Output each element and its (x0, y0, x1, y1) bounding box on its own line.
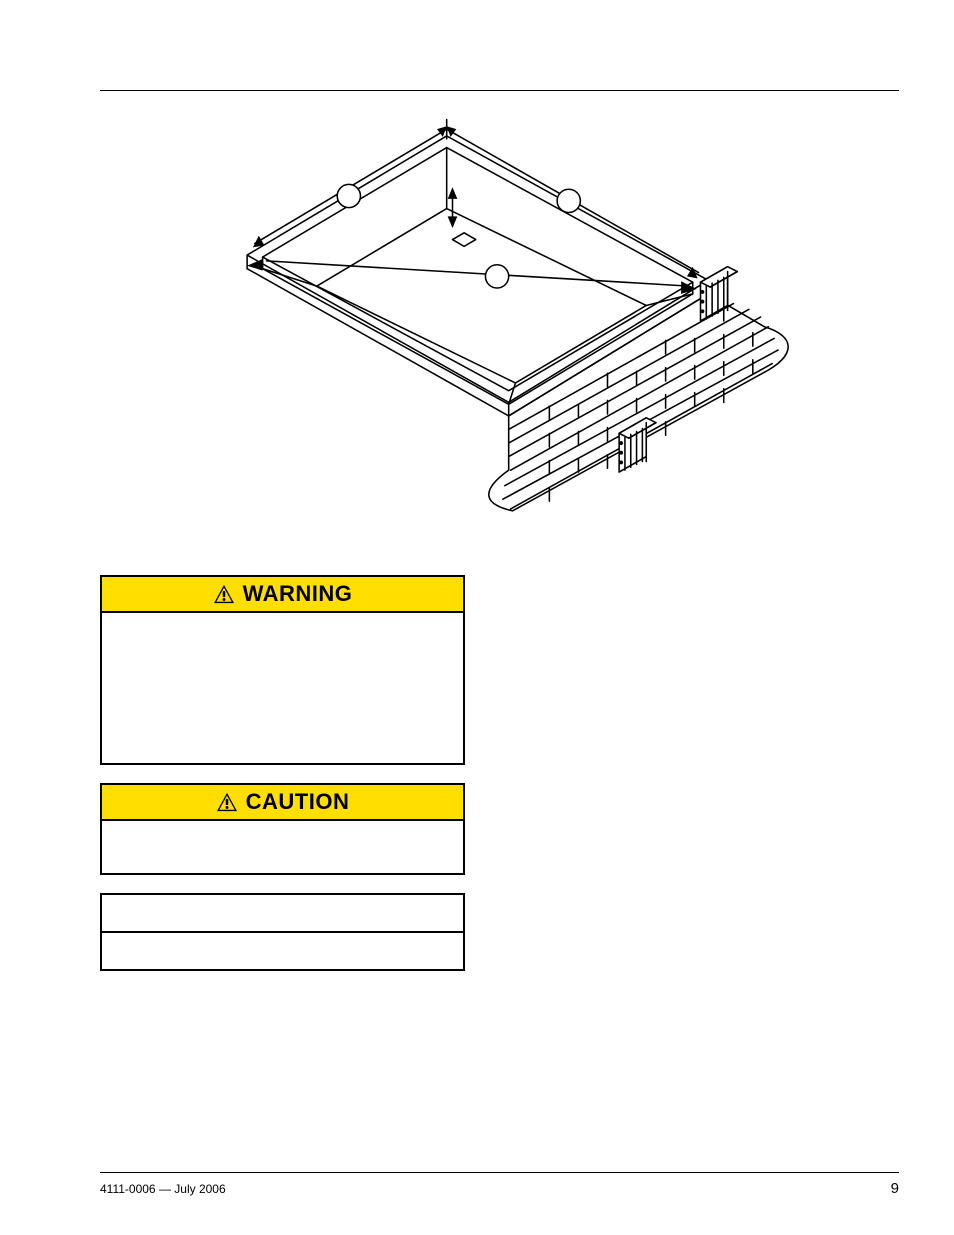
pit-diagram (220, 110, 840, 530)
caution-label: CAUTION (246, 789, 350, 815)
left-column: WARNING CAUTION (100, 575, 465, 971)
warning-header: WARNING (102, 577, 463, 613)
table-cell (101, 932, 464, 970)
caution-body (102, 821, 463, 873)
caution-box: CAUTION (100, 783, 465, 875)
warning-icon (213, 584, 235, 604)
caution-icon (216, 792, 238, 812)
warning-box: WARNING (100, 575, 465, 765)
warning-body (102, 613, 463, 763)
page-footer: 4111-0006 — July 2006 9 (100, 1180, 899, 1197)
table-cell (101, 894, 464, 932)
warning-label: WARNING (243, 581, 353, 607)
table-row (101, 932, 464, 970)
info-table (100, 893, 465, 971)
table-row (101, 894, 464, 932)
caution-header: CAUTION (102, 785, 463, 821)
top-rule (100, 90, 899, 91)
bottom-rule (100, 1172, 899, 1173)
doc-number: 4111-0006 — July 2006 (100, 1182, 226, 1196)
page: WARNING CAUTION (0, 0, 954, 1235)
page-number: 9 (891, 1180, 899, 1197)
